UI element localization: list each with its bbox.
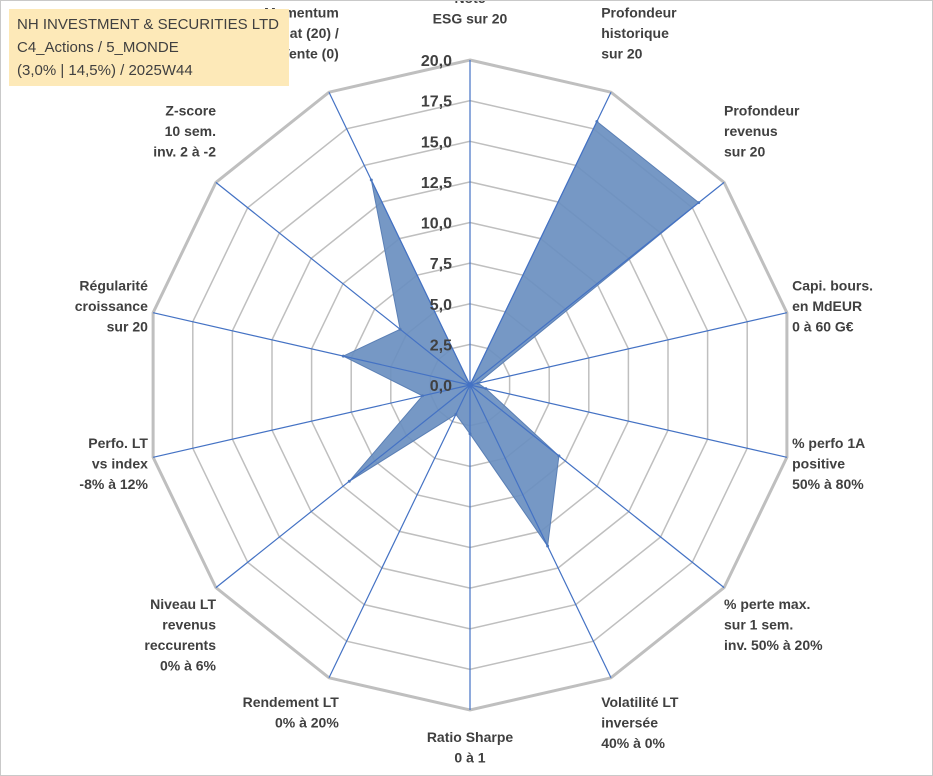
axis-label: % perfo 1A positive 50% à 80% (792, 435, 865, 492)
axis-label: NoteESG sur 20 (433, 1, 508, 27)
axis-spoke (469, 384, 725, 589)
axis-label: Volatilité LT inversée 40% à 0% (601, 694, 679, 751)
axis-spoke (469, 91, 612, 386)
axis-spoke (328, 91, 471, 386)
axis-label: Niveau LT revenus reccurents 0% à 6% (144, 596, 216, 674)
tick-label: 15,0 (421, 134, 452, 151)
series-layer (341, 120, 701, 548)
tick-label: 12,5 (421, 175, 452, 192)
axis-spoke (328, 384, 471, 679)
axis-spoke (469, 312, 788, 386)
axis-spoke (152, 384, 471, 458)
series-area (342, 120, 700, 548)
axis-label: Régularité croissance sur 20 (75, 278, 148, 335)
period: (3,0% | 14,5%) / 2025W44 (17, 62, 193, 79)
axis-spoke (152, 312, 471, 386)
tick-label: 0,0 (430, 378, 452, 395)
tick-label: 5,0 (430, 297, 452, 314)
tick-labels: 0,0 2,5 5,0 7,5 10,0 12,5 15,0 17,5 20,0 (421, 53, 452, 395)
tick-label: 10,0 (421, 216, 452, 233)
category: C4_Actions / 5_MONDE (17, 39, 179, 56)
axis-spoke (469, 384, 788, 458)
axis-spoke (215, 384, 471, 589)
axis-label: Rendement LT 0% à 20% (243, 694, 340, 731)
info-box: NH INVESTMENT & SECURITIES LTD C4_Action… (9, 9, 289, 86)
axis-label: Profondeur historique sur 20 (601, 5, 677, 62)
company-name: NH INVESTMENT & SECURITIES LTD (17, 16, 279, 33)
tick-label: 20,0 (421, 53, 452, 70)
axis-spoke (215, 181, 471, 386)
axis-label: Z-score 10 sem. inv. 2 à -2 (153, 102, 216, 159)
tick-label: 7,5 (430, 256, 452, 273)
axis-label: % perte max. sur 1 sem. inv. 50% à 20% (724, 596, 823, 653)
axis-lines (152, 60, 788, 710)
axis-spoke (469, 181, 725, 386)
axis-label: Ratio Sharpe 0 à 1 (427, 729, 514, 766)
tick-label: 2,5 (430, 337, 452, 354)
tick-label: 17,5 (421, 94, 452, 111)
axis-label: Perfo. LT vs index -8% à 12% (79, 435, 148, 492)
axis-spoke (469, 384, 612, 679)
axis-label: Capi. bours. en MdEUR 0 à 60 G€ (792, 278, 873, 335)
axis-label: Profondeur revenus sur 20 (724, 102, 800, 159)
